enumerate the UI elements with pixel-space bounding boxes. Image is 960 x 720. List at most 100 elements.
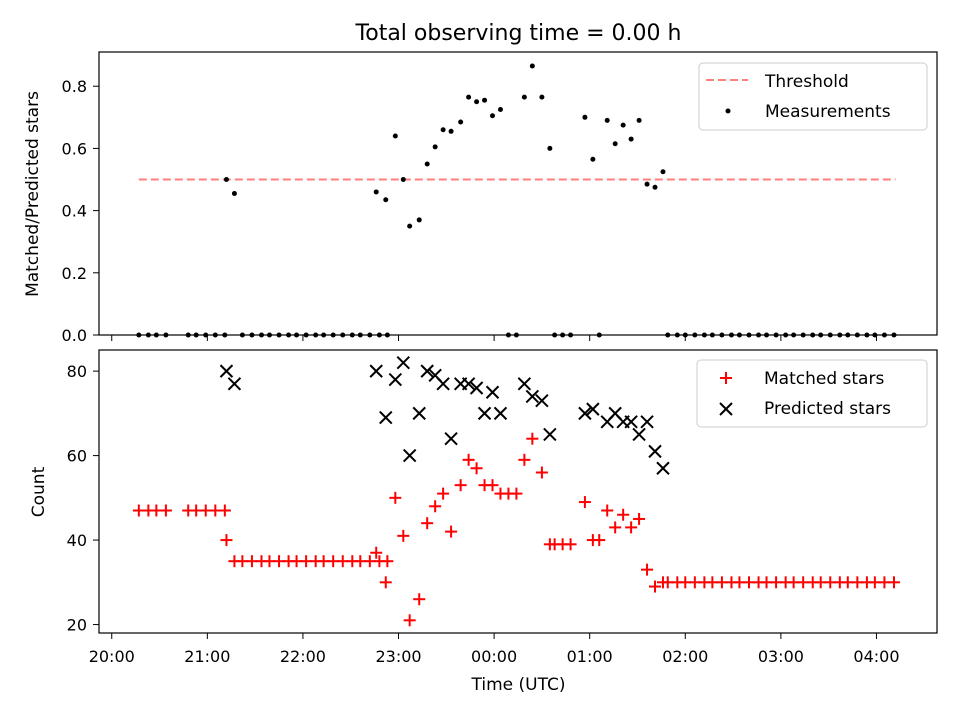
predicted-star-point — [469, 381, 484, 395]
measurement-point — [620, 122, 626, 128]
measurement-point — [539, 94, 545, 100]
predicted-star-point — [369, 364, 383, 378]
predicted-star-point — [477, 406, 492, 421]
x-tick-label: 03:00 — [758, 647, 804, 666]
matched-star-point — [617, 508, 630, 521]
matched-star-point — [486, 479, 499, 492]
x-tick-label: 23:00 — [375, 647, 421, 666]
predicted-star-point — [648, 444, 662, 459]
ratio-y-tick-label: 0.2 — [62, 264, 87, 283]
legend-threshold-label: Threshold — [764, 72, 849, 92]
matched-star-point — [887, 576, 900, 589]
matched-star-point — [389, 491, 402, 504]
predicted-star-point — [444, 431, 458, 446]
matched-star-point — [609, 521, 622, 534]
predicted-star-point — [420, 364, 434, 378]
measurement-point — [482, 97, 488, 103]
matched-star-point — [413, 593, 426, 606]
measurement-point — [628, 136, 634, 142]
measurement-point — [448, 128, 454, 134]
measurement-point — [440, 127, 446, 133]
measurement-point — [582, 114, 588, 120]
legend-matched-label: Matched stars — [764, 369, 884, 389]
legend-measurements-label: Measurements — [765, 102, 891, 122]
matched-star-point — [649, 580, 662, 593]
count-y-tick-label: 80 — [67, 362, 87, 381]
matched-star-point — [535, 466, 548, 479]
predicted-star-point — [586, 402, 600, 416]
count-y-tick-label: 40 — [67, 531, 87, 550]
count-y-axis-label: Count — [29, 466, 49, 517]
measurement-point — [424, 161, 430, 167]
ratio-y-tick-label: 0.6 — [62, 139, 87, 158]
ratio-panel: 0.00.20.40.60.8 Matched/Predicted stars … — [23, 51, 938, 345]
predicted-star-point — [543, 427, 557, 442]
x-tick-label: 01:00 — [567, 647, 613, 666]
matched-star-point — [218, 504, 231, 517]
predicted-star-point — [493, 406, 508, 421]
predicted-star-point — [461, 377, 476, 391]
matched-star-point — [625, 521, 638, 534]
predicted-star-point — [624, 415, 638, 429]
x-tick-label: 21:00 — [184, 647, 230, 666]
matched-star-point — [470, 462, 483, 475]
ratio-axes: 0.0 0.2 0.4 0.6 0.8 — [62, 77, 877, 345]
predicted-star-point — [436, 377, 450, 391]
ratio-y-tick-label: 0.0 — [62, 326, 87, 345]
predicted-star-point — [535, 393, 549, 408]
measurement-point — [521, 94, 527, 100]
legend-measurements-swatch — [725, 108, 731, 114]
x-tick-label: 22:00 — [280, 647, 326, 666]
ratio-legend: Threshold Measurements — [698, 62, 928, 131]
ratio-y-tick-label: 0.8 — [62, 77, 87, 96]
measurement-point — [590, 156, 596, 162]
matched-star-point — [370, 546, 383, 559]
measurement-point — [231, 191, 237, 196]
measurement-point — [458, 119, 464, 125]
matched-star-point — [220, 534, 233, 547]
count-plot-frame — [98, 349, 938, 634]
measurement-point — [644, 181, 650, 187]
matched-star-point — [379, 576, 392, 589]
x-tick-label: 02:00 — [662, 647, 708, 666]
measurement-point — [407, 223, 413, 229]
matched-star-point — [510, 487, 523, 500]
count-legend: Matched stars Predicted stars — [696, 359, 928, 428]
figure-title: Total observing time = 0.00 h — [355, 21, 682, 46]
count-y-tick-label: 60 — [67, 447, 87, 466]
matched-star-point — [437, 487, 450, 500]
matched-star-point — [454, 479, 467, 492]
matched-star-point — [381, 555, 394, 568]
matched-star-point — [564, 538, 577, 551]
predicted-star-point — [517, 377, 532, 391]
predicted-star-point — [640, 415, 654, 429]
measurement-point — [547, 145, 553, 151]
predicted-star-point — [412, 406, 426, 421]
predicted-star-point — [402, 448, 417, 463]
predicted-star-point — [379, 410, 393, 425]
count-axes: 20:00 21:00 22:00 23:00 00:00 01:00 02:00 03:00… — [67, 362, 900, 666]
measurement-point — [612, 141, 618, 147]
measurement-point — [474, 99, 480, 105]
measurement-point — [383, 197, 389, 203]
matched-star-point — [429, 500, 442, 513]
predicted-star-point — [396, 355, 410, 370]
measurement-point — [466, 94, 472, 100]
measurement-point — [400, 177, 406, 183]
predicted-star-point — [578, 406, 592, 421]
count-y-tick-label: 20 — [67, 616, 87, 635]
x-tick-label: 20:00 — [89, 647, 135, 666]
matched-star-point — [641, 563, 654, 576]
predicted-star-point — [656, 461, 670, 475]
matched-star-point — [593, 534, 606, 547]
measurement-point — [652, 184, 658, 190]
predicted-star-point — [485, 385, 500, 399]
legend-predicted-label: Predicted stars — [764, 399, 891, 419]
ratio-y-axis-label: Matched/Predicted stars — [23, 91, 43, 297]
matched-star-point — [159, 504, 172, 517]
matched-star-point — [403, 614, 416, 627]
matched-star-point — [421, 517, 434, 530]
matched-star-point — [633, 512, 646, 525]
measurement-point — [604, 117, 610, 123]
x-tick-label: 00:00 — [471, 647, 517, 666]
